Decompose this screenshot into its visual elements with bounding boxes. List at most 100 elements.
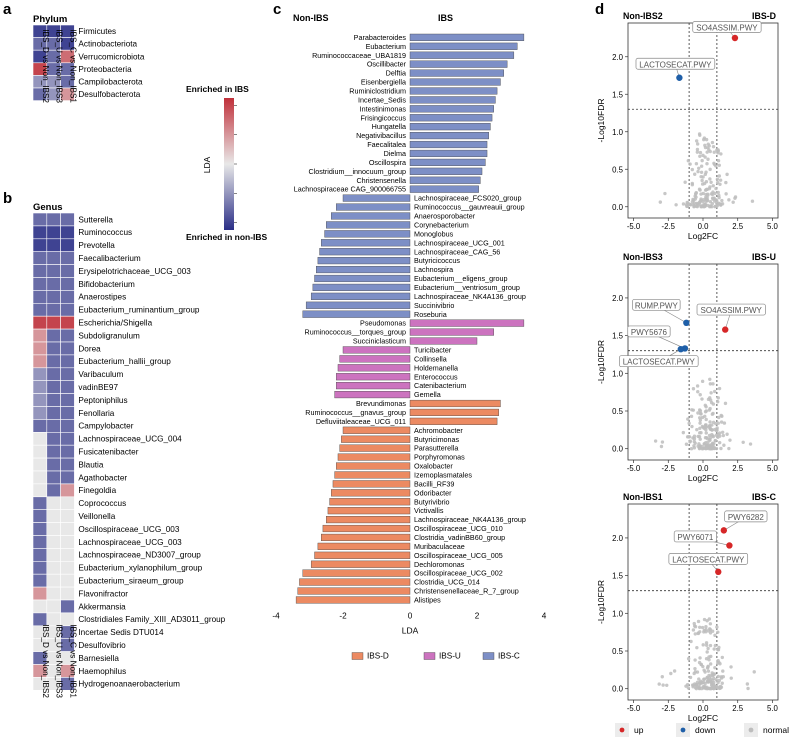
- heatmap-cell: [32, 599, 48, 614]
- heatmap-cell: [46, 535, 61, 549]
- volcano-y-axis-title: -Log10FDR: [596, 340, 606, 384]
- lda-bar: [409, 399, 501, 408]
- heatmap-cell: [60, 599, 75, 614]
- heatmap-row-label: Anaerostipes: [78, 293, 126, 302]
- volcano-point-normal: [660, 675, 664, 679]
- heatmap-row-label: Eubacterium_ruminantium_group: [78, 306, 200, 315]
- panel-d-letter: d: [595, 1, 604, 18]
- lda-bar: [317, 257, 411, 265]
- heatmap-row-label: Subdoligranulum: [78, 331, 140, 340]
- volcano-point-normal: [693, 666, 697, 671]
- heatmap-row-label: Haemophilus: [78, 667, 126, 676]
- lda-bar: [409, 87, 498, 95]
- volcano-point-normal: [689, 639, 693, 644]
- volcano-point-normal: [710, 201, 715, 206]
- volcano-point-normal: [708, 149, 712, 154]
- heatmap-cell: [60, 535, 75, 549]
- heatmap-row-label: Lachnospiraceae_UCG_003: [78, 538, 182, 547]
- volcano-point-normal: [711, 402, 716, 406]
- lda-bar: [336, 373, 411, 381]
- volcano-point-normal: [708, 377, 712, 381]
- volcano-label-box: [627, 325, 671, 338]
- heatmap-cell: [46, 302, 61, 317]
- volcano-point-normal: [703, 446, 707, 451]
- volcano-x-tick-label: -2.5: [662, 464, 676, 473]
- volcano-label-box: [668, 552, 749, 565]
- lda-bar-label: Anaerosporobacter: [414, 212, 476, 221]
- volcano-point-normal: [686, 686, 691, 690]
- volcano-point-normal: [706, 646, 710, 651]
- volcano-point-normal: [694, 162, 699, 166]
- volcano-point-normal: [693, 625, 698, 629]
- lda-bar-label: Oscillospiraceae_UCG_005: [414, 551, 503, 560]
- volcano-point-normal: [669, 671, 673, 676]
- volcano-point-normal: [746, 686, 750, 691]
- lda-bar: [302, 310, 411, 318]
- heatmap-column-label: IBS_C vs Non_IBS1: [69, 624, 78, 698]
- lda-bar-label: Oxalobacter: [414, 462, 453, 471]
- volcano-point-normal: [657, 682, 661, 686]
- volcano-point-normal: [711, 382, 715, 386]
- volcano-x-tick-label: 0.0: [698, 222, 710, 231]
- heatmap-cell: [32, 496, 48, 510]
- lda-bar-label: Roseburia: [414, 310, 447, 319]
- lda-bar-label: Christensenellaceae_R_7_group: [414, 587, 519, 596]
- volcano-point-normal: [716, 421, 720, 425]
- volcano-point-normal: [690, 408, 694, 412]
- volcano-point-normal: [708, 436, 713, 440]
- heatmap-row-label: vadinBE97: [78, 383, 118, 392]
- volcano-point-normal: [733, 196, 737, 200]
- volcano-point-normal: [711, 144, 716, 149]
- volcano-point-normal: [698, 625, 702, 630]
- heatmap-cell: [32, 535, 48, 549]
- volcano-point-normal: [727, 198, 731, 202]
- lda-bar: [297, 587, 411, 595]
- volcano-plot: Non-IBS2 IBS-D -5.0 -2.5 0.0 2.5 5.0 0.0 0.5 1.0 1…: [596, 11, 779, 241]
- lda-bar: [409, 33, 525, 41]
- lda-bar: [409, 337, 478, 345]
- lda-bar-label: Ruminococcus__gauvreauii_group: [414, 203, 525, 212]
- volcano-point-normal: [700, 625, 705, 630]
- volcano-point-normal: [702, 137, 706, 142]
- volcano-point-normal: [707, 686, 712, 691]
- phylum-heatmap: Firmicutes Actinobacteriota Verrucomicrobi…: [32, 24, 145, 103]
- lda-bar-label: Holdemanella: [414, 363, 458, 372]
- volcano-point-normal: [692, 204, 696, 208]
- heatmap-cell: [32, 341, 48, 356]
- bar-legend-label: IBS-D: [367, 652, 389, 661]
- volcano-x-tick-label: 0.0: [698, 464, 710, 473]
- volcano-point-normal: [704, 657, 709, 661]
- volcano-point-normal: [697, 677, 701, 681]
- volcano-point-normal: [708, 674, 713, 678]
- volcano-point-normal: [691, 387, 696, 391]
- volcano-point-normal: [689, 414, 694, 419]
- volcano-point-normal: [716, 630, 720, 634]
- volcano-point-normal: [702, 668, 706, 672]
- colorbar-bottom-label: Enriched in non-IBS: [186, 232, 268, 242]
- heatmap-cell: [46, 560, 61, 575]
- volcano-point-normal: [686, 159, 691, 163]
- heatmap-row-label: Escherichia/Shigella: [78, 318, 152, 327]
- lda-bar: [316, 265, 411, 274]
- volcano-point-normal: [706, 142, 710, 146]
- volcano-point-normal: [708, 427, 713, 432]
- volcano-point-normal: [688, 202, 692, 207]
- volcano-point-up: [722, 326, 729, 333]
- lda-bar-label: Butyrivibrio: [414, 497, 450, 506]
- volcano-point-normal: [708, 420, 712, 424]
- volcano-y-tick-label: 1.0: [612, 609, 624, 618]
- volcano-point-normal: [722, 443, 726, 447]
- volcano-point-normal: [715, 177, 720, 181]
- volcano-x-tick-label: 2.5: [732, 704, 744, 713]
- volcano-point-normal: [713, 665, 717, 670]
- volcano-point-normal: [691, 628, 696, 632]
- lda-bar: [321, 239, 411, 247]
- heatmap-cell: [32, 419, 48, 433]
- volcano-point-normal: [684, 442, 689, 446]
- heatmap-cell: [60, 302, 75, 317]
- heatmap-cell: [60, 406, 75, 420]
- volcano-point-normal: [704, 137, 709, 142]
- volcano-x-tick-label: -5.0: [627, 704, 641, 713]
- volcano-point-normal: [704, 405, 708, 409]
- volcano-point-normal: [716, 400, 720, 404]
